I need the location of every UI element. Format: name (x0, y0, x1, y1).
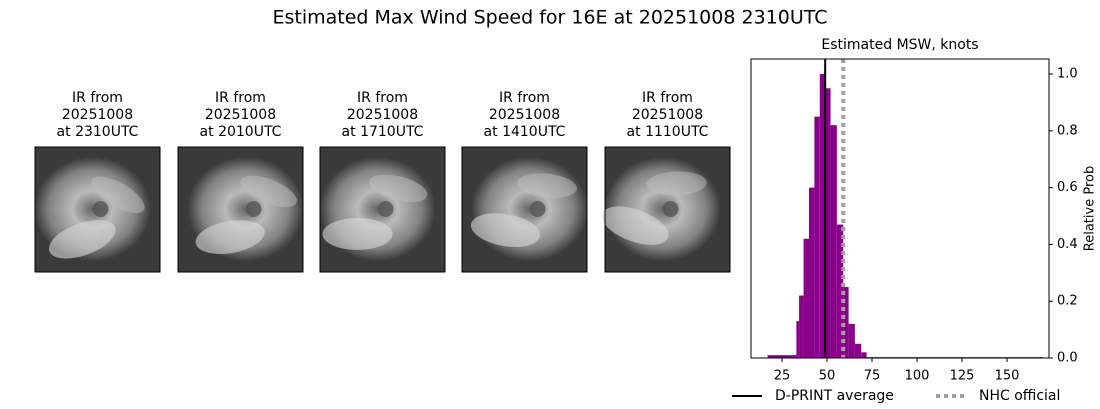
bar (796, 321, 800, 358)
bar (825, 88, 831, 358)
panel-caption: IR from (215, 90, 266, 106)
bar (861, 352, 867, 358)
x-tick-label: 25 (774, 369, 791, 384)
legend-label: NHC official (979, 388, 1060, 404)
ir-image-frame (461, 146, 588, 273)
chart-title: Estimated MSW, knots (821, 37, 978, 53)
bar (830, 125, 837, 358)
ir-eye (92, 201, 109, 217)
bar (799, 295, 804, 358)
panel-caption: at 1410UTC (484, 124, 566, 140)
ir-band (48, 220, 116, 259)
panel-caption: IR from (72, 90, 123, 106)
panel-caption: 20251008 (62, 107, 133, 123)
ir-band (368, 174, 428, 203)
bar (819, 74, 826, 359)
y-tick-label: 0.0 (1057, 351, 1078, 366)
bar (767, 355, 797, 358)
panel-caption: at 2310UTC (57, 124, 139, 140)
ir-band (322, 218, 393, 250)
bar (814, 116, 820, 359)
ir-band (240, 175, 297, 208)
ir-image-frame (604, 146, 731, 273)
bar (843, 287, 849, 358)
ir-band (601, 206, 669, 245)
x-tick-label: 75 (864, 369, 881, 384)
ir-band (646, 171, 707, 196)
x-tick-label: 100 (905, 369, 930, 384)
panel-caption: at 2010UTC (200, 124, 282, 140)
y-tick-label: 1.0 (1057, 67, 1078, 82)
ir-band (470, 213, 541, 248)
ir-image-frame (319, 146, 446, 273)
panel-caption: 20251008 (205, 107, 276, 123)
figure-title: Estimated Max Wind Speed for 16E at 2025… (272, 7, 827, 29)
ir-eye (662, 201, 679, 217)
bar (848, 323, 855, 358)
y-tick-label: 0.2 (1057, 294, 1078, 309)
y-axis-label: Relative Prob (1083, 166, 1098, 251)
x-tick-label: 125 (950, 369, 975, 384)
ir-band (517, 173, 577, 199)
panel-caption: IR from (357, 90, 408, 106)
ir-eye (245, 201, 262, 217)
x-tick-label: 50 (819, 369, 836, 384)
ir-band (195, 220, 265, 254)
panel-caption: 20251008 (632, 107, 703, 123)
ir-band (91, 176, 145, 214)
y-tick-label: 0.4 (1057, 237, 1078, 252)
bar (854, 343, 862, 358)
legend-label: D-PRINT average (775, 388, 894, 404)
bar (808, 187, 815, 358)
y-tick-label: 0.8 (1057, 123, 1078, 138)
plot-frame (750, 58, 1050, 359)
ir-image-frame (177, 146, 304, 273)
panel-caption: at 1110UTC (627, 124, 709, 140)
y-tick-label: 0.6 (1057, 180, 1078, 195)
panel-caption: 20251008 (347, 107, 418, 123)
ir-eye (377, 201, 394, 217)
bar (836, 224, 844, 358)
x-tick-label: 150 (995, 369, 1020, 384)
ir-eye (529, 201, 546, 217)
ir-image-frame (34, 146, 161, 273)
panel-caption: IR from (499, 90, 550, 106)
bar (803, 238, 809, 358)
panel-caption: at 1710UTC (342, 124, 424, 140)
panel-caption: 20251008 (489, 107, 560, 123)
panel-caption: IR from (642, 90, 693, 106)
